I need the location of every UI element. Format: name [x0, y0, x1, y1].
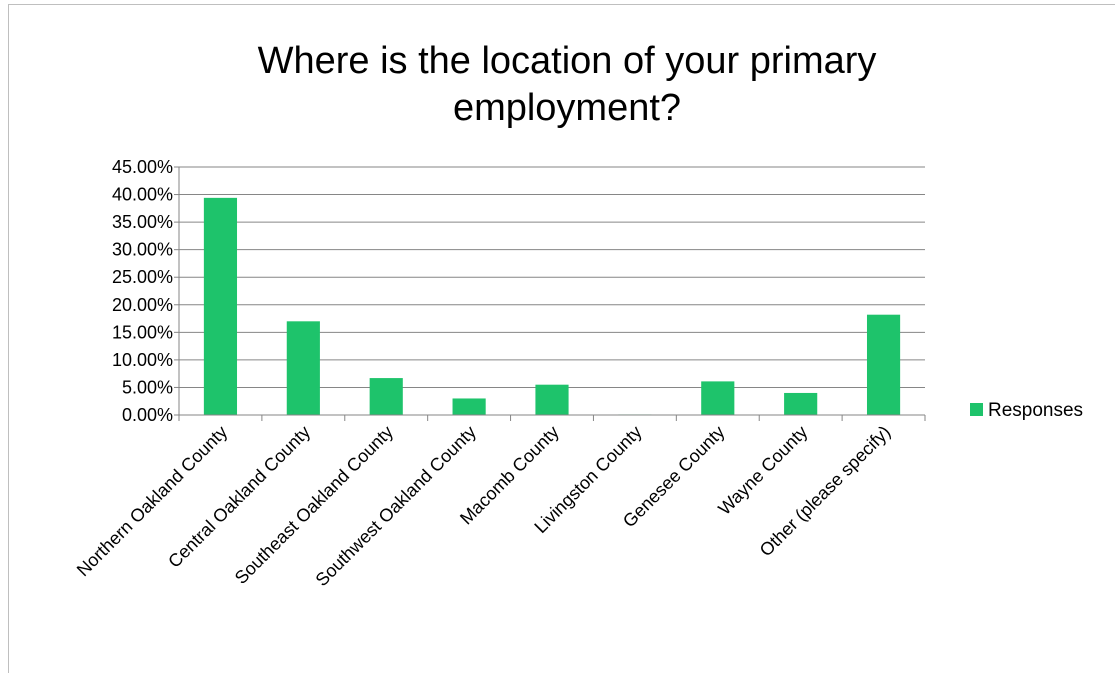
x-category-label: Central Oakland County [164, 422, 314, 572]
y-tick-label: 0.00% [122, 405, 173, 425]
y-tick-label: 10.00% [112, 350, 173, 370]
y-tick-label: 5.00% [122, 377, 173, 397]
x-category-label: Northern Oakland County [73, 422, 231, 580]
y-tick-label: 45.00% [112, 157, 173, 177]
bar [286, 321, 320, 415]
legend: Responses [970, 400, 1083, 421]
y-tick-label: 15.00% [112, 322, 173, 342]
axes [174, 166, 926, 421]
y-tick-label: 20.00% [112, 295, 173, 315]
y-tick-label: 30.00% [112, 240, 173, 260]
x-category-label: Southwest Oakland County [312, 422, 480, 590]
chart-frame [8, 4, 1115, 673]
chart-title-line-2: employment? [453, 87, 681, 129]
bar [866, 314, 901, 415]
x-category-label: Southeast Oakland County [231, 422, 397, 588]
y-tick-label: 25.00% [112, 267, 173, 287]
y-tick-label: 35.00% [112, 212, 173, 232]
y-tick-labels: 0.00% 5.00% 10.00% 15.00% 20.00% 25.00% 30.00%… [112, 157, 173, 425]
bar [701, 381, 735, 415]
chart-title-line-1: Where is the location of your primary [258, 40, 877, 82]
bar [535, 384, 569, 415]
bars [203, 197, 901, 416]
bar [784, 392, 818, 415]
bar [452, 398, 486, 415]
bar [369, 378, 403, 415]
legend-label-responses: Responses [988, 400, 1083, 421]
bar [203, 197, 238, 415]
legend-swatch-responses [970, 403, 983, 416]
y-tick-label: 40.00% [112, 185, 173, 205]
